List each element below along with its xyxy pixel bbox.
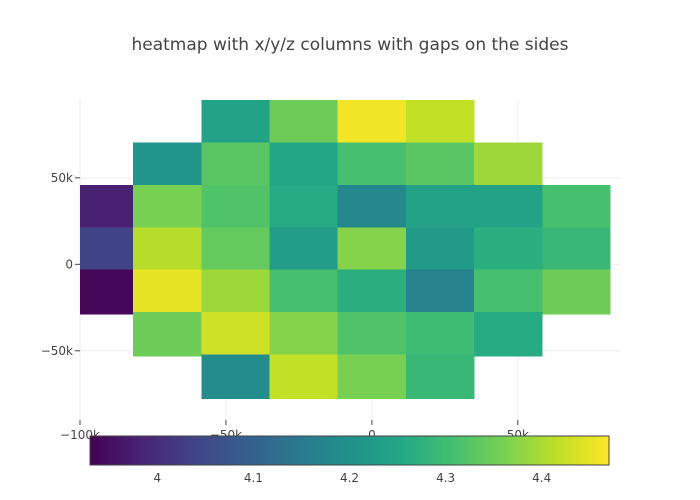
heatmap-cell: [474, 269, 543, 315]
y-tick-label: 0: [65, 257, 73, 271]
heatmap-cell: [269, 312, 338, 357]
heatmap-cell: [133, 269, 202, 315]
heatmap-cell: [80, 227, 134, 272]
heatmap-cell: [269, 354, 338, 400]
y-tick-label: −50k: [41, 344, 73, 358]
colorbar-tick-label: 4: [153, 471, 161, 485]
heatmap-cell: [406, 142, 475, 188]
heatmap-cell: [542, 269, 611, 315]
heatmap-cell: [80, 269, 134, 315]
colorbar-gradient: [89, 435, 610, 466]
heatmap-cell: [542, 184, 611, 230]
heatmap-cell: [337, 269, 407, 315]
heatmap-cell: [406, 354, 475, 400]
heatmap-cell: [337, 184, 407, 230]
heatmap-cell: [474, 312, 543, 357]
heatmap-cell: [269, 227, 338, 272]
heatmap-cell: [337, 142, 407, 188]
colorbar: 4 4.1 4.2 4.3 4.4: [89, 435, 610, 485]
heatmap-cell: [406, 227, 475, 272]
heatmap-cell: [201, 354, 270, 400]
colorbar-tick-label: 4.4: [532, 471, 551, 485]
colorbar-tick-label: 4.3: [436, 471, 455, 485]
heatmap-cell: [80, 184, 134, 230]
heatmap-cell: [133, 312, 202, 357]
heatmap-cell: [474, 184, 543, 230]
heatmap-cell: [269, 142, 338, 188]
heatmap-cell: [337, 100, 407, 145]
heatmap-cell: [337, 312, 407, 357]
heatmap-cell: [201, 269, 270, 315]
colorbar-tick-label: 4.1: [244, 471, 263, 485]
heatmap-cell: [406, 269, 475, 315]
heatmap-cell: [542, 227, 611, 272]
heatmap-cell: [201, 184, 270, 230]
heatmap-cells: [80, 100, 611, 400]
heatmap-cell: [406, 184, 475, 230]
heatmap-cell: [269, 269, 338, 315]
heatmap-cell: [474, 227, 543, 272]
chart-title: heatmap with x/y/z columns with gaps on …: [131, 35, 568, 55]
y-tick-label: 50k: [51, 171, 73, 185]
heatmap-cell: [201, 227, 270, 272]
heatmap-cell: [133, 142, 202, 188]
y-axis: 50k 0 −50k: [41, 171, 80, 358]
heatmap-cell: [201, 100, 270, 145]
heatmap-cell: [201, 312, 270, 357]
heatmap-cell: [337, 354, 407, 400]
heatmap-cell: [269, 100, 338, 145]
heatmap-cell: [201, 142, 270, 188]
colorbar-tick-label: 4.2: [340, 471, 359, 485]
heatmap-cell: [474, 142, 543, 188]
x-tick-label: 0: [368, 428, 376, 442]
heatmap-cell: [337, 227, 407, 272]
heatmap-cell: [133, 227, 202, 272]
heatmap-cell: [406, 312, 475, 357]
heatmap-cell: [406, 100, 475, 145]
heatmap-cell: [269, 184, 338, 230]
heatmap-cell: [133, 184, 202, 230]
